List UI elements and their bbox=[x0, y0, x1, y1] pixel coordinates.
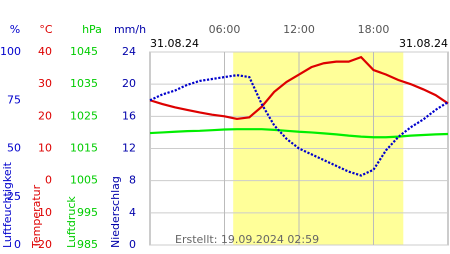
y-tick-label: 20 bbox=[38, 109, 52, 122]
y-tick-label: 8 bbox=[129, 174, 136, 187]
y-tick-label: 12 bbox=[122, 142, 136, 155]
y-tick-label: 24 bbox=[122, 45, 136, 58]
y-tick-label: 0 bbox=[45, 174, 52, 187]
axis-unit: % bbox=[10, 23, 20, 36]
y-tick-label: 25 bbox=[7, 190, 21, 203]
y-tick-label: 985 bbox=[77, 238, 98, 250]
y-tick-label: 1035 bbox=[70, 77, 98, 90]
y-tick-label: 75 bbox=[7, 93, 21, 106]
series-line bbox=[149, 128, 449, 139]
y-tick-label: 50 bbox=[7, 142, 21, 155]
y-tick-label: 10 bbox=[38, 142, 52, 155]
axis-title: Luftfeuchtigkeit bbox=[1, 161, 14, 248]
y-tick-label: 0 bbox=[129, 238, 136, 250]
axis-title: Temperatur bbox=[30, 184, 43, 249]
y-tick-label: 20 bbox=[122, 77, 136, 90]
date-left: 31.08.24 bbox=[150, 37, 199, 50]
y-tick-label: 995 bbox=[77, 206, 98, 219]
series-line bbox=[149, 55, 449, 121]
y-tick-label: 1015 bbox=[70, 142, 98, 155]
date-right: 31.08.24 bbox=[399, 37, 448, 50]
y-tick-label: 100 bbox=[0, 45, 21, 58]
x-tick-label: 18:00 bbox=[358, 23, 390, 36]
footer: Erstellt: 19.09.2024 02:59 bbox=[175, 233, 319, 246]
x-tick-label: 12:00 bbox=[283, 23, 315, 36]
y-tick-label: 1005 bbox=[70, 174, 98, 187]
y-tick-label: 40 bbox=[38, 45, 52, 58]
axis-unit: °C bbox=[39, 23, 53, 36]
y-tick-label: 1025 bbox=[70, 109, 98, 122]
y-tick-label: 30 bbox=[38, 77, 52, 90]
y-tick-label: 4 bbox=[129, 206, 136, 219]
axis-title: Luftdruck bbox=[65, 196, 78, 248]
y-tick-label: 1045 bbox=[70, 45, 98, 58]
y-tick-label: -20 bbox=[34, 238, 52, 250]
axis-unit: mm/h bbox=[114, 23, 146, 36]
y-tick-label: -10 bbox=[34, 206, 52, 219]
axis-title: Niederschlag bbox=[109, 176, 122, 248]
axis-unit: hPa bbox=[82, 23, 102, 36]
y-tick-label: 16 bbox=[122, 109, 136, 122]
x-tick-label: 06:00 bbox=[209, 23, 241, 36]
series-line bbox=[149, 74, 449, 177]
y-tick-label: 0 bbox=[14, 238, 21, 250]
